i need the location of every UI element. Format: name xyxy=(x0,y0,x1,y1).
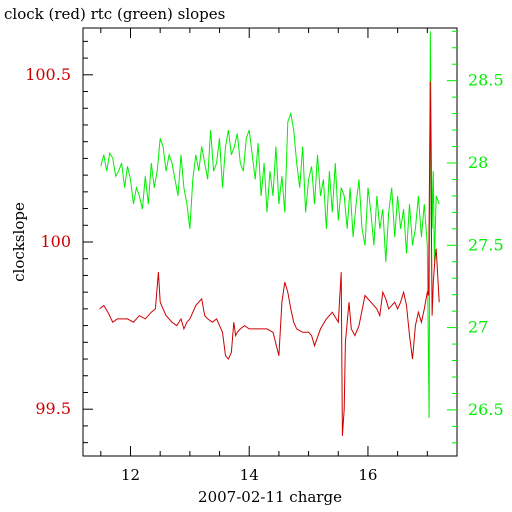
y-left-tick-label: 99.5 xyxy=(35,399,71,418)
x-tick-label: 14 xyxy=(240,466,259,484)
y-right-tick-label: 28 xyxy=(468,153,488,172)
y-left-tick-label: 100 xyxy=(40,232,71,251)
series-lines xyxy=(99,31,440,436)
axis-ticks xyxy=(83,28,458,456)
tick-labels: 12 14 16 99.5 100 100.5 26.5 27 27.5 28 28.5 xyxy=(25,65,503,484)
y-right-tick-label: 27 xyxy=(468,318,488,337)
x-tick-label: 16 xyxy=(358,466,377,484)
x-axis-label: 2007-02-11 charge xyxy=(198,488,342,506)
y-axis-label: clockslope xyxy=(10,202,28,282)
plot-frame xyxy=(82,27,458,457)
chart-title: clock (red) rtc (green) slopes xyxy=(4,5,225,23)
rtc-series-line xyxy=(100,31,440,419)
x-tick-label: 12 xyxy=(121,466,140,484)
y-left-tick-label: 100.5 xyxy=(25,65,71,84)
y-right-tick-label: 26.5 xyxy=(468,400,504,419)
clock-series-line xyxy=(99,81,440,436)
y-right-tick-label: 28.5 xyxy=(468,71,504,90)
y-right-tick-label: 27.5 xyxy=(468,235,504,254)
